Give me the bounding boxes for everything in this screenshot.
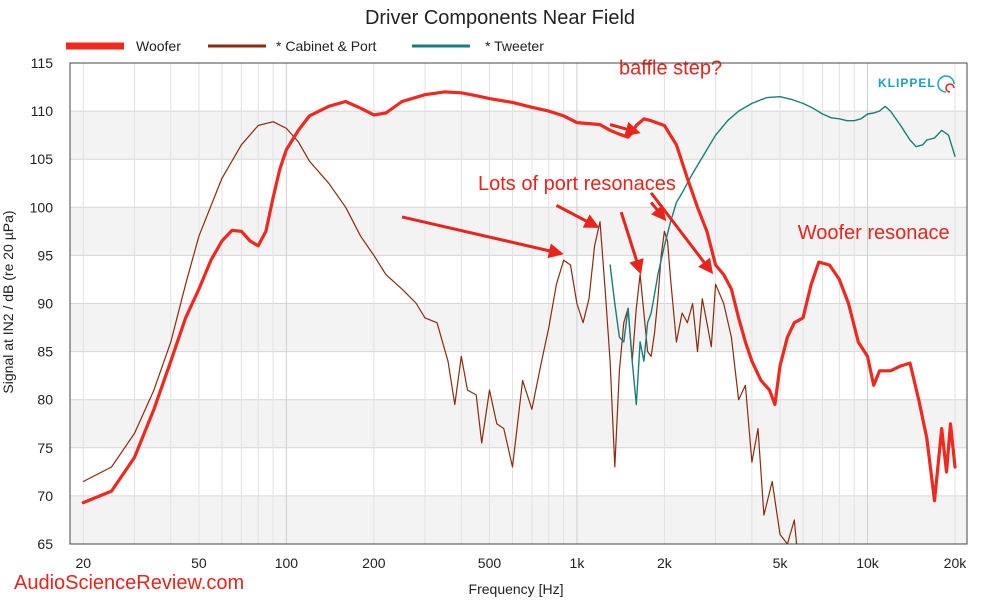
grid-band	[70, 303, 967, 352]
y-tick-label: 65	[37, 536, 53, 552]
y-tick-label: 100	[30, 199, 54, 215]
logo-arc-icon	[937, 75, 955, 93]
annotation-arrow	[649, 191, 714, 275]
grid-band	[70, 111, 967, 160]
y-tick-label: 105	[30, 151, 54, 167]
legend-label: Woofer	[136, 38, 181, 54]
grid-band	[70, 399, 967, 448]
logo-text: KLIPPEL	[878, 76, 936, 90]
x-tick-label: 200	[362, 555, 386, 571]
grid-band	[70, 495, 967, 544]
series-line-cabinet-port	[82, 121, 798, 545]
annotation-label: Lots of port resonaces	[478, 173, 676, 195]
watermark-text: AudioScienceReview.com	[14, 572, 244, 594]
klippel-logo: KLIPPEL	[878, 75, 955, 93]
plot-border	[69, 62, 968, 545]
legend-label: * Cabinet & Port	[276, 38, 376, 54]
x-tick-label: 100	[275, 555, 299, 571]
x-tick-label: 20	[76, 555, 92, 571]
annotation-arrow	[555, 204, 600, 228]
y-tick-label: 75	[37, 440, 53, 456]
tick-labels: 65 70 75 80 85 90 95 100 105 110 115 20 50 100 200 500 1…	[30, 55, 968, 571]
annotation-label: baffle step?	[619, 58, 722, 80]
y-tick-label: 95	[37, 247, 53, 263]
y-tick-label: 115	[31, 55, 54, 71]
x-tick-label: 10k	[856, 555, 880, 571]
legend: Woofer * Cabinet & Port * Tweeter	[66, 38, 544, 54]
chart-title: Driver Components Near Field	[365, 7, 635, 29]
y-tick-label: 85	[37, 344, 53, 360]
y-axis-label: Signal at IN2 / dB (re 20 µPa)	[0, 210, 16, 393]
grid-bands	[70, 111, 967, 544]
y-tick-label: 110	[31, 103, 54, 119]
annotation-label: Woofer resonace	[798, 222, 950, 244]
x-tick-label: 5k	[773, 555, 789, 571]
annotation-arrow	[649, 201, 667, 222]
legend-label: * Tweeter	[485, 38, 544, 54]
y-tick-label: 80	[37, 392, 53, 408]
annotation-arrow	[619, 211, 644, 275]
x-tick-label: 1k	[570, 555, 586, 571]
x-axis-label: Frequency [Hz]	[469, 581, 564, 597]
series-line-tweeter	[609, 96, 956, 406]
x-tick-label: 50	[191, 555, 207, 571]
x-tick-label: 500	[478, 555, 502, 571]
x-tick-label: 2k	[657, 555, 673, 571]
x-tick-label: 20k	[944, 555, 968, 571]
annotation-arrow	[401, 215, 564, 259]
y-tick-label: 70	[37, 488, 53, 504]
annotation-arrow	[609, 121, 641, 137]
y-tick-label: 90	[37, 296, 53, 312]
